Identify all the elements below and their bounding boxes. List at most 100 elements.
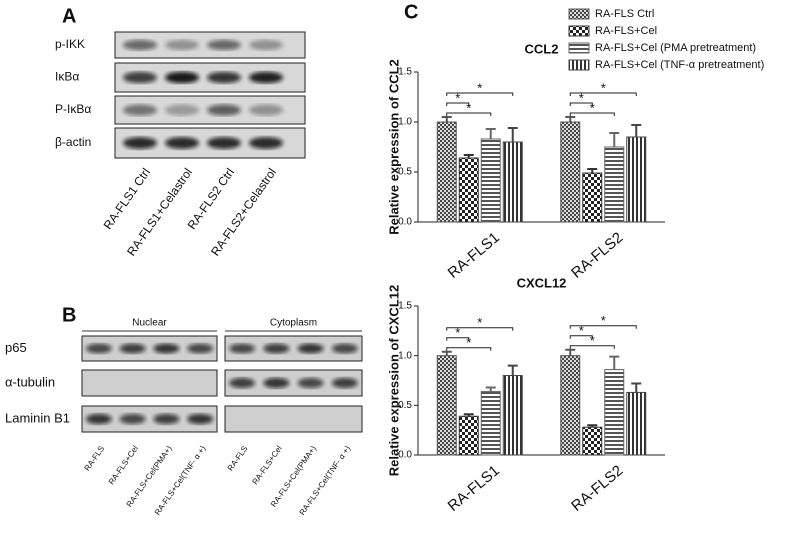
error-bar [565,348,576,356]
blot-row-label: α-tubulin [5,374,55,389]
blot-band [207,71,241,84]
x-tick-label: RA-FLS2 [568,229,626,282]
y-tick-label: 1.5 [398,67,412,78]
x-tick-label: RA-FLS1 [445,462,503,515]
lane-label: RA-FLS+Cel [250,444,283,486]
bar [436,355,457,456]
significance-label: * [579,90,584,105]
error-bar [609,132,620,147]
panel-label: C [404,1,418,23]
error-bar [507,364,518,376]
blot-band [165,104,199,116]
y-tick-label: 1.0 [398,350,412,361]
significance-label: * [477,80,482,95]
blot-row-label: p65 [5,340,27,355]
significance-bracket [569,102,593,106]
significance-label: * [590,100,595,115]
y-tick-label: 1.0 [398,117,412,128]
significance-bracket [446,337,470,341]
legend-label: RA-FLS+Cel [595,25,657,37]
significance-bracket [569,325,637,329]
significance-bracket [446,112,492,116]
bar [436,121,457,223]
blot-band [165,39,199,51]
significance-bracket [446,347,492,351]
blot-band [165,137,199,149]
blot-band [119,413,146,425]
bar [458,157,479,223]
blot-band [263,377,290,389]
blot-band [249,71,283,84]
error-bar [631,382,642,393]
x-tick-label: RA-FLS2 [568,462,626,515]
blot-band [207,137,241,149]
error-bar [587,168,598,173]
lane-label: RA-FLS+Cel [107,444,140,486]
y-axis-label: Relative expression of CCL2 [386,59,401,235]
blot-band [123,137,157,149]
panel-label: B [62,304,76,326]
blot-band [85,343,112,354]
error-bar [507,127,518,142]
bar [502,141,523,223]
blot-band [249,104,283,116]
y-tick-label: 0.0 [398,217,412,228]
significance-bracket [446,92,514,96]
error-bar [609,355,620,370]
blot-row-label: p-IKK [55,37,85,51]
blot-band [249,39,283,51]
bar [560,121,581,223]
bar [626,391,647,456]
significance-bracket [569,335,593,339]
significance-label: * [601,313,606,328]
blot-row-label: Laminin B1 [5,410,70,425]
x-tick-label: RA-FLS1 [445,229,503,282]
blot-band [187,413,214,425]
blot-band [119,343,146,354]
significance-bracket [446,102,470,106]
blot-band [123,104,157,116]
legend-swatch [568,25,590,37]
error-bar [463,154,474,158]
significance-bracket [569,112,615,116]
blot-band [207,39,241,51]
significance-label: * [466,100,471,115]
error-bar [463,413,474,417]
error-bar [631,124,642,137]
bar [480,390,501,456]
blot-band [229,377,256,389]
group-label: Nuclear [132,318,167,329]
blot-box [81,369,218,397]
blot-band [85,413,112,425]
bar [604,146,625,223]
bar [502,375,523,456]
error-bar [441,116,452,122]
blot-band [207,104,241,116]
error-bar [485,386,496,392]
significance-label: * [455,325,460,340]
significance-bracket [569,92,637,96]
blot-band [249,137,283,149]
legend-swatch [568,59,590,71]
error-bar [441,350,452,356]
legend-label: RA-FLS+Cel (PMA pretreatment) [595,42,756,54]
y-tick-label: 0.5 [398,400,412,411]
significance-label: * [466,335,471,350]
chart-title: CCL2 [525,41,559,56]
bar [582,172,603,223]
blot-box [224,405,363,433]
significance-label: * [590,333,595,348]
significance-label: * [455,90,460,105]
blot-band [229,343,256,354]
error-bar [587,424,598,428]
blot-row-label: P-IκBα [55,102,91,116]
legend-swatch [568,8,590,20]
bar [582,426,603,456]
significance-label: * [579,323,584,338]
blot-band [331,377,358,389]
significance-label: * [477,315,482,330]
significance-label: * [601,80,606,95]
blot-band [123,71,157,84]
y-tick-label: 0.0 [398,450,412,461]
